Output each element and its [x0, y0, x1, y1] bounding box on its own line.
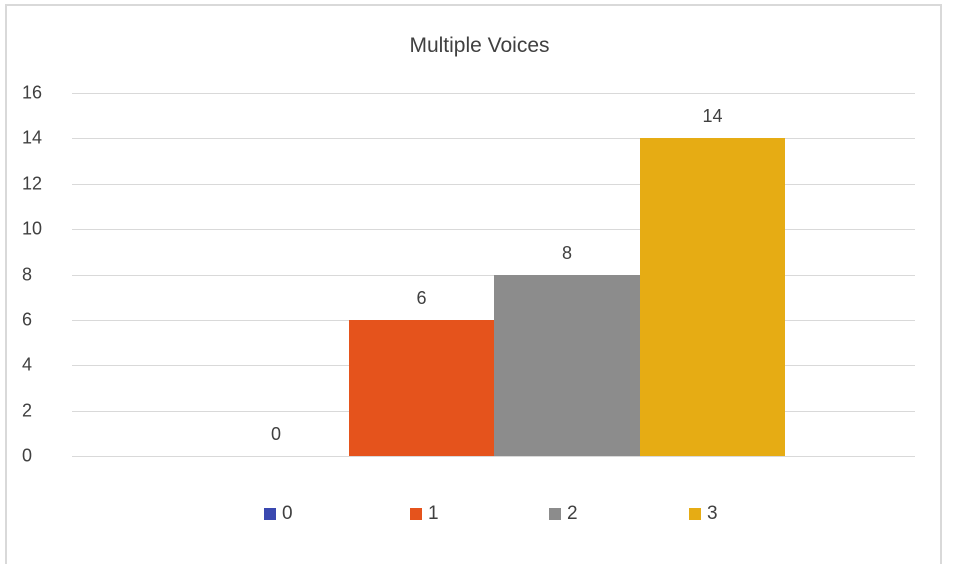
gridline [72, 93, 915, 94]
gridline [72, 229, 915, 231]
legend-swatch-icon [264, 508, 276, 520]
y-tick-label: 0 [22, 445, 33, 466]
y-tick-label: 16 [22, 82, 43, 103]
bar-series-3[interactable] [639, 138, 785, 456]
gridline [72, 274, 915, 276]
data-label: 0 [270, 424, 281, 444]
y-tick-label: 6 [22, 309, 33, 330]
legend: 0 1 2 3 [0, 503, 959, 529]
chart-title: Multiple Voices [409, 34, 550, 57]
data-label: 6 [416, 287, 427, 308]
gridline [72, 456, 915, 457]
bar-series-1[interactable] [348, 319, 494, 456]
bar-series-2[interactable] [494, 274, 640, 456]
gridline [72, 138, 915, 140]
plot-area: 0 6 8 14 [72, 93, 915, 457]
data-label: 8 [561, 242, 572, 263]
y-tick-label: 14 [22, 127, 43, 148]
y-tick-label: 8 [22, 264, 33, 284]
legend-label: 0 [282, 503, 293, 524]
y-tick-label: 12 [22, 173, 43, 194]
legend-item-3[interactable]: 3 [689, 503, 718, 525]
legend-item-2[interactable]: 2 [549, 503, 578, 525]
gridline [72, 183, 915, 185]
data-label: 14 [702, 106, 723, 127]
legend-label: 2 [567, 503, 578, 524]
legend-swatch-icon [410, 508, 422, 520]
y-tick-label: 4 [22, 354, 33, 375]
chart-frame [5, 4, 942, 564]
legend-item-0[interactable]: 0 [264, 503, 293, 525]
legend-label: 1 [428, 503, 439, 524]
legend-swatch-icon [549, 508, 561, 520]
y-tick-label: 10 [22, 218, 43, 239]
legend-swatch-icon [689, 508, 701, 520]
legend-item-1[interactable]: 1 [410, 503, 439, 525]
y-tick-label: 2 [22, 400, 33, 421]
legend-label: 3 [707, 503, 718, 524]
